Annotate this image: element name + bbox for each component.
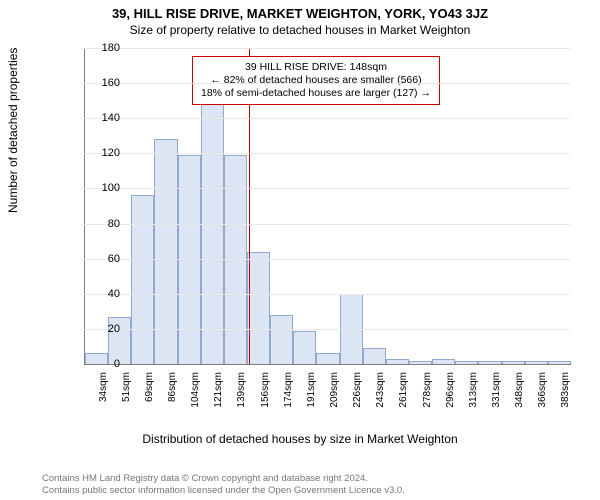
footer-line-2: Contains public sector information licen… — [42, 485, 405, 496]
gridline — [84, 259, 570, 260]
y-tick-label: 40 — [92, 288, 120, 300]
x-tick-label: 226sqm — [352, 370, 363, 432]
histogram-bar — [131, 195, 154, 364]
histogram-bar — [478, 361, 501, 365]
gridline — [84, 153, 570, 154]
y-tick-label: 160 — [92, 77, 120, 89]
histogram-bar — [525, 361, 548, 365]
footer-line-1: Contains HM Land Registry data © Crown c… — [42, 473, 368, 484]
chart-area: 39 HILL RISE DRIVE: 148sqm← 82% of detac… — [48, 44, 576, 412]
histogram-bar — [502, 361, 525, 365]
footer-attribution: Contains HM Land Registry data © Crown c… — [0, 473, 600, 496]
y-tick-label: 140 — [92, 112, 120, 124]
x-tick-label: 383sqm — [560, 370, 571, 432]
y-tick-label: 0 — [92, 358, 120, 370]
annotation-line-3: 18% of semi-detached houses are larger (… — [201, 87, 431, 100]
x-tick-label: 243sqm — [375, 370, 386, 432]
y-tick-label: 120 — [92, 147, 120, 159]
x-tick-label: 51sqm — [121, 370, 132, 432]
histogram-bar — [386, 359, 409, 364]
x-tick-label: 348sqm — [514, 370, 525, 432]
x-tick-label: 174sqm — [283, 370, 294, 432]
x-tick-label: 313sqm — [468, 370, 479, 432]
histogram-bar — [363, 348, 386, 364]
histogram-bar — [293, 331, 316, 364]
plot-area: 39 HILL RISE DRIVE: 148sqm← 82% of detac… — [84, 48, 571, 365]
histogram-bar — [247, 252, 270, 364]
gridline — [84, 294, 570, 295]
x-axis-label: Distribution of detached houses by size … — [0, 432, 600, 446]
x-tick-label: 331sqm — [491, 370, 502, 432]
x-tick-label: 69sqm — [144, 370, 155, 432]
gridline — [84, 329, 570, 330]
x-tick-label: 209sqm — [329, 370, 340, 432]
x-tick-label: 104sqm — [190, 370, 201, 432]
histogram-bar — [432, 359, 455, 364]
histogram-bar — [409, 361, 432, 365]
page-title: 39, HILL RISE DRIVE, MARKET WEIGHTON, YO… — [0, 0, 600, 21]
histogram-bar — [270, 315, 293, 364]
gridline — [84, 188, 570, 189]
annotation-line-2: ← 82% of detached houses are smaller (56… — [201, 74, 431, 87]
gridline — [84, 224, 570, 225]
x-tick-label: 278sqm — [422, 370, 433, 432]
gridline — [84, 118, 570, 119]
annotation-line-1: 39 HILL RISE DRIVE: 148sqm — [201, 61, 431, 74]
histogram-bar — [548, 361, 571, 365]
annotation-box: 39 HILL RISE DRIVE: 148sqm← 82% of detac… — [192, 56, 440, 105]
y-tick-label: 80 — [92, 218, 120, 230]
histogram-bar — [201, 101, 224, 364]
x-tick-label: 191sqm — [306, 370, 317, 432]
histogram-bar — [455, 361, 478, 365]
histogram-bar — [154, 139, 177, 364]
y-axis-label: Number of detached properties — [6, 48, 20, 213]
x-tick-label: 366sqm — [537, 370, 548, 432]
page-subtitle: Size of property relative to detached ho… — [0, 21, 600, 39]
x-tick-label: 34sqm — [98, 370, 109, 432]
x-tick-label: 156sqm — [260, 370, 271, 432]
x-tick-label: 121sqm — [213, 370, 224, 432]
y-tick-label: 100 — [92, 182, 120, 194]
gridline — [84, 83, 570, 84]
x-tick-label: 261sqm — [398, 370, 409, 432]
y-tick-label: 20 — [92, 323, 120, 335]
x-tick-label: 296sqm — [445, 370, 456, 432]
x-tick-label: 139sqm — [236, 370, 247, 432]
y-tick-label: 60 — [92, 253, 120, 265]
gridline — [84, 48, 570, 49]
histogram-bar — [316, 353, 339, 364]
y-tick-label: 180 — [92, 42, 120, 54]
x-tick-label: 86sqm — [167, 370, 178, 432]
